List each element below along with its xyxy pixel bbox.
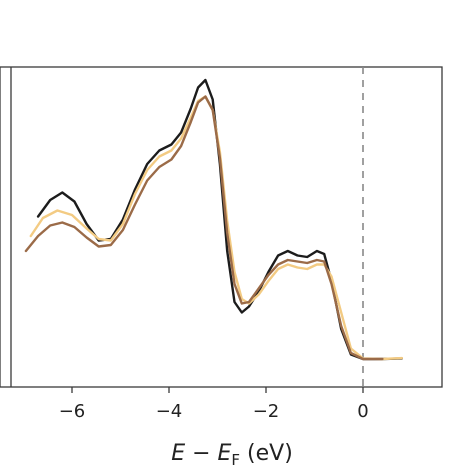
x-axis-label-main: E − E <box>171 441 231 466</box>
x-axis-label-subscript: F <box>231 451 240 469</box>
x-tick-label: −2 <box>253 401 280 422</box>
plot-frame <box>0 66 443 388</box>
series-layer <box>24 78 403 361</box>
series-line-1 <box>36 78 403 361</box>
series-line-3 <box>24 95 384 361</box>
x-tick-label: 0 <box>357 401 368 422</box>
x-tick-label: −4 <box>156 401 183 422</box>
x-tick-label: −6 <box>59 401 86 422</box>
x-axis-label: E − EF (eV) <box>171 441 293 469</box>
x-axis-ticks: −6 −4 −2 0 <box>59 387 369 422</box>
x-axis-label-unit: (eV) <box>240 441 293 466</box>
